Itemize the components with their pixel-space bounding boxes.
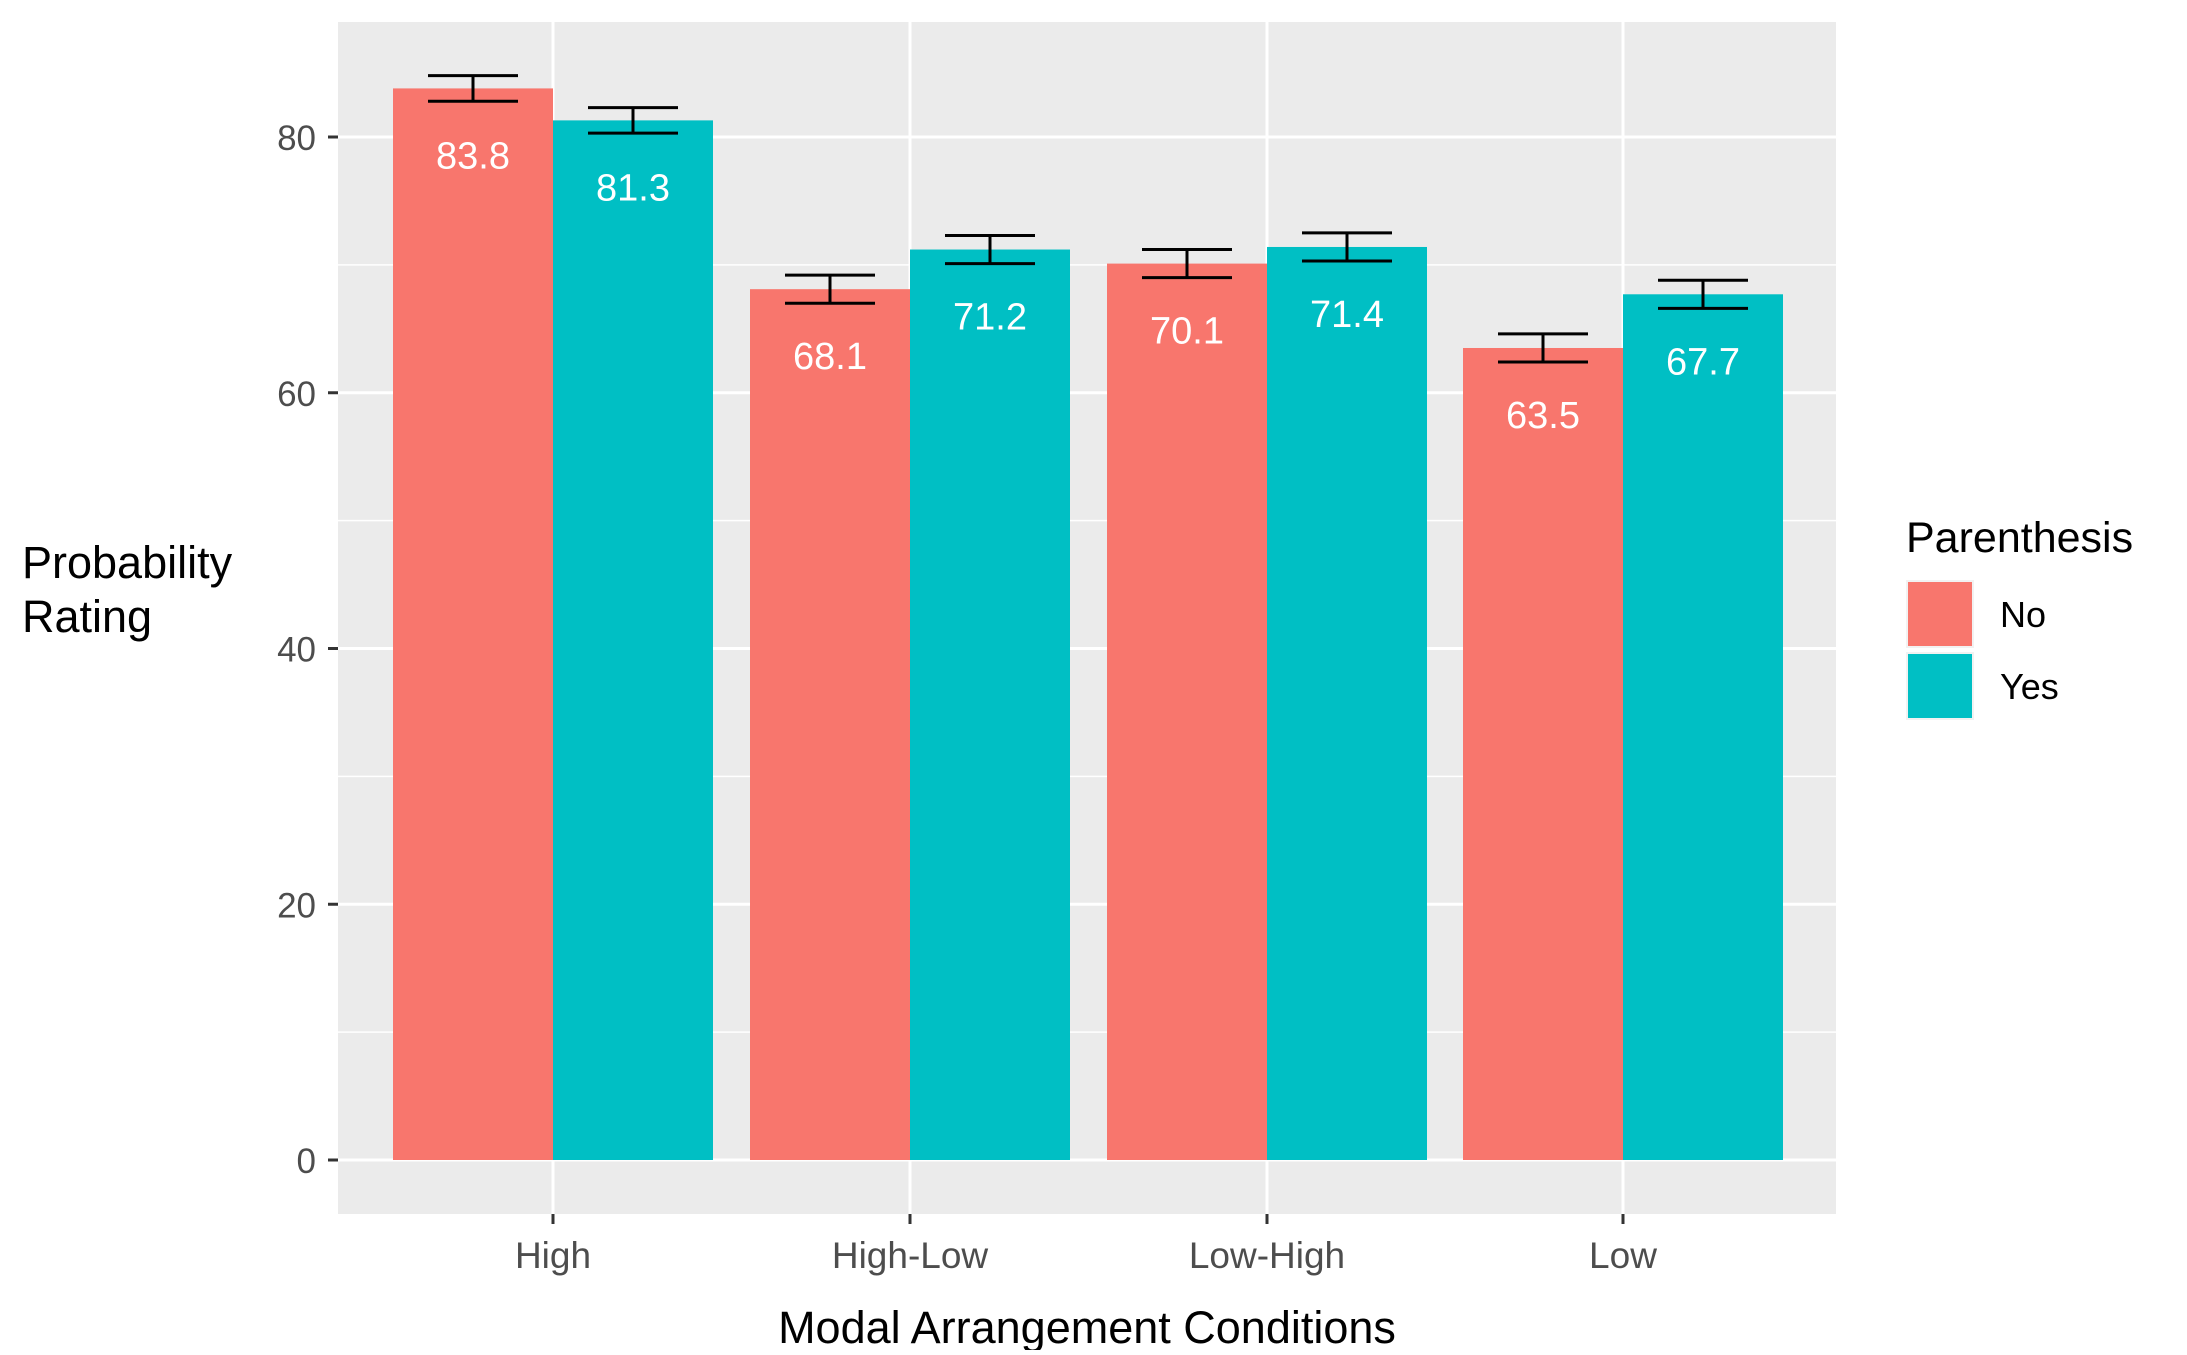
data-label: 63.5 (1506, 395, 1580, 437)
bar-no-low (1463, 347, 1623, 1160)
data-label: 83.8 (436, 135, 510, 177)
y-tick-label: 0 (297, 1142, 316, 1181)
y-tick-label: 20 (277, 886, 316, 925)
data-label: 68.1 (793, 336, 867, 378)
bar-yes-low (1623, 294, 1783, 1160)
legend-label-no: No (2000, 594, 2046, 635)
data-label: 71.2 (953, 297, 1027, 339)
legend-label-yes: Yes (2000, 666, 2059, 707)
x-tick-label: High-Low (832, 1235, 989, 1276)
y-axis-title-line-1: Probability (22, 537, 233, 588)
data-label: 81.3 (596, 167, 670, 209)
bar-yes-high (553, 120, 713, 1161)
bar-no-high-low (750, 289, 910, 1160)
x-axis-title: Modal Arrangement Conditions (778, 1302, 1396, 1350)
y-tick-label: 60 (277, 375, 316, 414)
legend-swatch-yes (1908, 654, 1972, 718)
data-label: 71.4 (1310, 294, 1384, 336)
legend-swatch-no (1908, 582, 1972, 646)
data-label: 70.1 (1150, 311, 1224, 353)
bar-yes-low-high (1267, 246, 1427, 1160)
legend-title: Parenthesis (1906, 514, 2133, 562)
x-tick-label: Low-High (1189, 1235, 1345, 1276)
y-tick-label: 40 (277, 631, 316, 670)
y-tick-label: 80 (277, 119, 316, 158)
bar-yes-high-low (910, 249, 1070, 1160)
bar-no-low-high (1107, 263, 1267, 1160)
x-tick-label: High (515, 1235, 591, 1276)
bar-no-high (393, 88, 553, 1161)
data-label: 67.7 (1666, 341, 1740, 383)
x-tick-label: Low (1589, 1235, 1657, 1276)
y-axis-title-line-2: Rating (22, 591, 152, 642)
